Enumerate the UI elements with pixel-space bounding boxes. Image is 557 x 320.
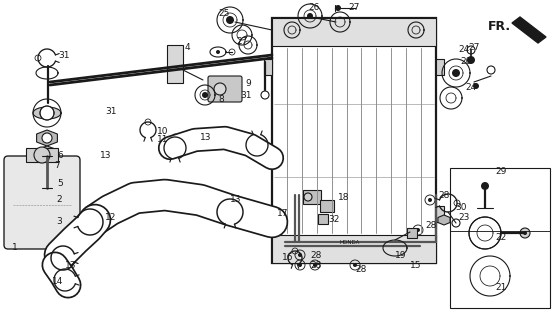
Circle shape [216,50,220,54]
Circle shape [473,83,479,89]
Circle shape [298,263,302,267]
Text: 13: 13 [230,196,242,204]
Text: 26: 26 [308,4,319,12]
Text: 13: 13 [65,260,76,269]
Circle shape [214,83,226,95]
Bar [167,45,183,83]
Bar [272,18,436,263]
Text: 28: 28 [310,260,321,269]
Circle shape [34,147,50,163]
Text: 17: 17 [277,210,289,219]
Text: 24: 24 [465,84,476,92]
Circle shape [481,182,489,190]
Text: 7: 7 [54,161,60,170]
Text: 24: 24 [458,45,469,54]
Bar [407,228,417,238]
Circle shape [467,56,475,64]
Circle shape [226,16,234,24]
Text: 23: 23 [458,213,470,222]
Text: 19: 19 [395,252,407,260]
Text: 30: 30 [455,204,467,212]
Polygon shape [37,130,57,146]
Text: 10: 10 [157,127,169,137]
Text: 9: 9 [245,79,251,89]
Bar [272,235,436,263]
Bar [436,59,444,75]
Text: 21: 21 [495,284,506,292]
Bar [272,18,436,46]
Text: 12: 12 [105,213,116,222]
Text: 25: 25 [218,10,229,19]
Circle shape [202,92,208,98]
Text: 3: 3 [56,218,62,227]
Bar [264,206,272,222]
Circle shape [307,13,313,19]
Circle shape [353,263,357,267]
Text: 14: 14 [52,277,63,286]
Bar [436,206,444,222]
Bar [26,148,58,162]
Text: 31: 31 [240,92,252,100]
FancyBboxPatch shape [4,156,80,249]
Bar [318,214,328,224]
Text: 11: 11 [157,135,169,145]
Circle shape [42,133,52,143]
Text: 15: 15 [410,260,422,269]
Text: 27: 27 [468,44,480,52]
Circle shape [335,5,341,11]
Text: 31: 31 [58,51,70,60]
Bar [264,59,272,75]
Text: 27: 27 [236,37,247,46]
Text: 28: 28 [438,191,449,201]
Text: 16: 16 [282,253,294,262]
Bar [320,200,334,212]
Text: 27: 27 [348,4,359,12]
Bar [303,190,321,204]
Circle shape [452,69,460,77]
Text: 8: 8 [218,95,224,105]
Polygon shape [40,146,54,156]
Circle shape [520,228,530,238]
Text: 32: 32 [328,215,339,225]
Text: HONDA: HONDA [340,241,360,245]
Circle shape [416,228,420,232]
Circle shape [304,193,312,201]
Text: 5: 5 [57,180,63,188]
Circle shape [428,198,432,202]
Text: 28: 28 [425,221,436,230]
Bar [450,168,550,308]
Text: 1: 1 [12,244,18,252]
Circle shape [313,263,317,267]
Text: 4: 4 [185,44,190,52]
Circle shape [523,231,527,235]
Text: 28: 28 [310,251,321,260]
Text: 28: 28 [355,266,367,275]
Text: 18: 18 [338,194,349,203]
Text: FR.: FR. [488,20,511,34]
Text: 20: 20 [460,58,471,67]
Ellipse shape [33,107,61,119]
Polygon shape [438,215,450,225]
FancyBboxPatch shape [208,76,242,102]
Text: 22: 22 [495,234,506,243]
Polygon shape [512,17,546,43]
Text: 2: 2 [56,196,62,204]
Text: 29: 29 [495,167,506,177]
Circle shape [40,106,54,120]
Text: 13: 13 [100,150,111,159]
Text: 31: 31 [105,108,116,116]
Text: 6: 6 [57,150,63,159]
Text: 13: 13 [200,133,212,142]
Circle shape [298,253,302,257]
